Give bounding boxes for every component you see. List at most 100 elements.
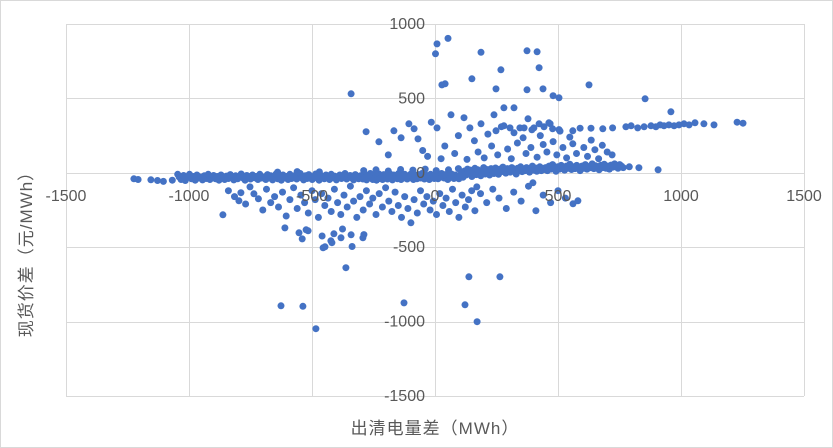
x-tick-label: -1000: [169, 188, 210, 205]
data-point: [507, 155, 515, 163]
data-point: [301, 199, 309, 207]
data-point: [397, 134, 405, 142]
data-point: [539, 141, 547, 148]
data-point: [275, 203, 282, 211]
data-point: [267, 199, 275, 207]
data-point: [609, 124, 617, 132]
data-point: [384, 151, 392, 159]
data-point: [510, 129, 518, 137]
data-point: [465, 196, 472, 204]
data-point: [290, 184, 298, 192]
data-point: [463, 155, 471, 163]
data-point: [545, 119, 553, 127]
data-point: [477, 190, 484, 198]
data-point: [622, 123, 630, 131]
data-point: [390, 127, 398, 135]
data-point: [549, 92, 557, 100]
data-point: [733, 118, 741, 126]
data-point: [500, 122, 508, 130]
data-point: [569, 140, 577, 148]
data-point: [407, 219, 415, 227]
data-point: [445, 208, 453, 215]
data-point: [409, 166, 417, 174]
data-point: [433, 40, 441, 48]
data-point: [587, 124, 595, 132]
data-point: [254, 195, 262, 203]
data-point: [277, 302, 285, 310]
data-point: [468, 187, 476, 195]
data-point: [432, 167, 440, 175]
data-point: [587, 136, 595, 144]
data-point: [281, 224, 289, 232]
data-point: [343, 203, 351, 211]
data-point: [298, 235, 306, 243]
x-axis-title: 出清电量差（MWh）: [350, 419, 520, 438]
x-tick-label: 500: [545, 188, 572, 205]
data-point: [543, 148, 551, 156]
data-point: [492, 127, 500, 135]
data-point: [237, 189, 245, 197]
data-point: [419, 147, 427, 154]
data-point: [563, 154, 571, 162]
data-point: [362, 187, 370, 195]
data-point: [414, 135, 422, 143]
data-point: [224, 187, 232, 195]
data-point: [445, 166, 452, 174]
data-point: [451, 150, 459, 157]
data-point: [286, 196, 294, 204]
data-point: [584, 152, 591, 160]
data-point: [566, 133, 574, 141]
data-point: [271, 193, 279, 201]
data-point: [410, 125, 418, 133]
data-point: [495, 194, 503, 202]
data-point: [366, 200, 374, 208]
data-point: [405, 120, 413, 128]
data-point: [555, 94, 563, 102]
x-tick-label: 1500: [786, 188, 822, 205]
data-point: [461, 203, 469, 211]
data-point: [372, 211, 380, 218]
data-point: [547, 199, 555, 207]
data-point: [561, 194, 569, 202]
data-point: [685, 121, 693, 129]
data-point: [369, 194, 377, 202]
data-point: [470, 137, 478, 145]
data-point: [330, 230, 338, 238]
data-point: [423, 193, 431, 201]
data-point: [460, 114, 468, 122]
data-point: [739, 119, 747, 127]
data-point: [555, 126, 563, 134]
data-point: [473, 318, 481, 326]
data-point: [337, 211, 345, 218]
data-point: [466, 124, 474, 132]
x-tick-label: 0: [431, 188, 440, 205]
y-tick-label: -500: [393, 239, 425, 256]
data-point: [394, 202, 402, 209]
data-point: [328, 239, 336, 247]
data-point: [539, 191, 547, 199]
data-point: [710, 121, 718, 129]
data-point: [375, 190, 383, 198]
data-point: [159, 177, 167, 185]
data-point: [324, 194, 332, 202]
data-point: [397, 166, 405, 173]
data-point: [319, 244, 327, 252]
data-point: [353, 213, 361, 221]
data-point: [513, 139, 521, 147]
data-point: [304, 227, 312, 235]
data-point: [490, 111, 498, 119]
data-point: [452, 199, 460, 207]
data-point: [625, 163, 633, 171]
data-point: [553, 151, 561, 159]
data-point: [627, 122, 635, 130]
data-point: [536, 132, 544, 140]
data-point: [356, 193, 364, 201]
data-point: [496, 273, 504, 281]
data-point: [510, 188, 518, 196]
data-point: [520, 124, 528, 132]
data-point: [510, 104, 518, 112]
data-point: [439, 202, 447, 209]
data-point: [340, 191, 348, 199]
data-point: [346, 182, 354, 190]
